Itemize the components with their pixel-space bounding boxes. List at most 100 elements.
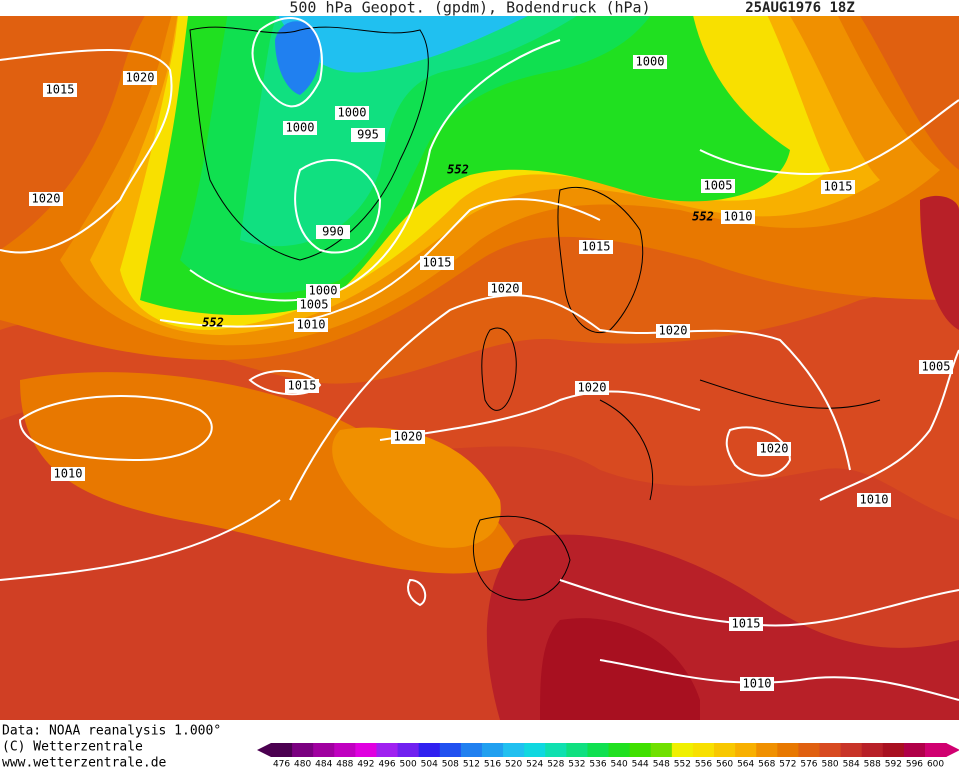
isobar-label-box <box>123 71 157 85</box>
isobar-label: 1020 <box>394 430 423 444</box>
isobar-label-box <box>575 381 609 395</box>
isobar-label: 990 <box>322 225 344 239</box>
isobar-label: 1005 <box>922 360 951 374</box>
colorbar-swatch <box>418 743 441 757</box>
colorbar-tick-label: 520 <box>505 760 522 770</box>
isobar-label-box <box>51 467 85 481</box>
colorbar-swatch <box>756 743 778 757</box>
colorbar-swatch <box>714 743 736 757</box>
isobar-label-box <box>29 192 63 206</box>
map-title: 500 hPa Geopot. (gpdm), Bodendruck (hPa) <box>289 0 650 17</box>
colorbar-swatch <box>439 743 462 757</box>
header-bar <box>0 0 959 16</box>
isobar-label: 1015 <box>46 83 75 97</box>
colorbar-swatch <box>587 743 610 757</box>
isobar-label: 1010 <box>54 467 83 481</box>
isobar-label-box <box>488 282 522 296</box>
colorbar-swatch <box>397 743 420 757</box>
isobar-label: 1020 <box>32 192 61 206</box>
isobar-label: 1005 <box>300 298 329 312</box>
colorbar-swatch <box>650 743 673 757</box>
isobar-label-box <box>351 128 385 142</box>
colorbar-swatch <box>503 743 525 757</box>
colorbar-swatch <box>735 743 757 757</box>
isobar-label-box <box>729 617 763 631</box>
colorbar-swatch <box>925 743 947 757</box>
isobar-label-box <box>821 180 855 194</box>
colorbar-swatch <box>819 743 842 757</box>
colorbar-swatch <box>671 743 694 757</box>
colorbar-tick-label: 532 <box>568 760 585 770</box>
colorbar-swatch <box>292 743 314 757</box>
isobar-label: 1000 <box>309 284 338 298</box>
isobar-label-box <box>316 225 350 239</box>
isobar-label: 1010 <box>860 493 889 507</box>
map-date: 25AUG1976 18Z <box>745 0 855 16</box>
colorbar-swatch <box>608 743 631 757</box>
isobar-label: 1015 <box>824 180 853 194</box>
isobar-label: 995 <box>357 128 379 142</box>
colorbar-tick-label: 572 <box>779 760 796 770</box>
footer-source: Data: NOAA reanalysis 1.000° <box>2 724 221 739</box>
colorbar-tick-label: 548 <box>653 760 670 770</box>
colorbar-tick-label: 600 <box>927 760 944 770</box>
isobar-label-box <box>633 55 667 69</box>
isobar-label: 1000 <box>286 121 315 135</box>
colorbar-tick-label: 552 <box>674 760 691 770</box>
isobar-label-box <box>285 379 319 393</box>
isobar-label-box <box>701 179 735 193</box>
colorbar-tick-label: 576 <box>800 760 817 770</box>
colorbar-tick-label: 484 <box>315 760 332 770</box>
colorbar-swatch <box>692 743 715 757</box>
isobar-label-box <box>297 298 331 312</box>
isobar-label: 1020 <box>491 282 520 296</box>
isobar-label-box <box>43 83 77 97</box>
isobar-label-box <box>740 677 774 691</box>
colorbar-swatch <box>903 743 926 757</box>
colorbar-tick-label: 544 <box>632 760 649 770</box>
colorbar-tick-label: 596 <box>906 760 923 770</box>
coastlines <box>189 26 881 601</box>
colorbar-tick-label: 592 <box>885 760 902 770</box>
isobar-label-box <box>294 318 328 332</box>
colorbar-tick-label: 568 <box>758 760 775 770</box>
colorbar-swatch <box>313 743 335 757</box>
colorbar: 476 480 484 488 492 496 500 504 508 512 516 520 524 5… <box>257 743 959 770</box>
isobar-label: 1000 <box>636 55 665 69</box>
isobar-label-box <box>391 430 425 444</box>
map-field <box>0 0 959 720</box>
colorbar-tick-label: 508 <box>442 760 459 770</box>
colorbar-swatch <box>334 743 356 757</box>
isobar-label: 1010 <box>724 210 753 224</box>
colorbar-tick-label: 504 <box>421 760 438 770</box>
colorbar-tick-label: 556 <box>695 760 712 770</box>
colorbar-swatch <box>840 743 863 757</box>
colorbar-end <box>946 743 959 757</box>
isobar-label: 552 <box>447 163 469 177</box>
isobar-label: 1020 <box>578 381 607 395</box>
isobar-label-box <box>919 360 953 374</box>
colorbar-tick-label: 500 <box>400 760 417 770</box>
isobar-label: 1015 <box>423 256 452 270</box>
colorbar-swatch <box>629 743 652 757</box>
colorbar-swatch <box>798 743 821 757</box>
colorbar-tick-label: 476 <box>273 760 290 770</box>
isobar-label: 1005 <box>704 179 733 193</box>
isobar-label-box <box>721 210 755 224</box>
footer-copyright: (C) Wetterzentrale <box>2 740 143 755</box>
colorbar-tick-label: 528 <box>547 760 564 770</box>
colorbar-tick-label: 512 <box>463 760 480 770</box>
colorbar-tick-label: 580 <box>821 760 838 770</box>
colorbar-swatch <box>524 743 546 757</box>
isobar-label-box <box>579 240 613 254</box>
isobar-labels: 1015 1020 1000 1000 995 1000 990 552 1005 1015 102… <box>29 55 953 691</box>
isobar-label-box <box>857 493 891 507</box>
isobar-label-box <box>306 284 340 298</box>
colorbar-swatch <box>566 743 588 757</box>
footer-url: www.wetterzentrale.de <box>2 756 167 771</box>
colorbar-tick-label: 524 <box>526 760 543 770</box>
colorbar-end <box>257 743 271 757</box>
colorbar-tick-label: 492 <box>357 760 374 770</box>
